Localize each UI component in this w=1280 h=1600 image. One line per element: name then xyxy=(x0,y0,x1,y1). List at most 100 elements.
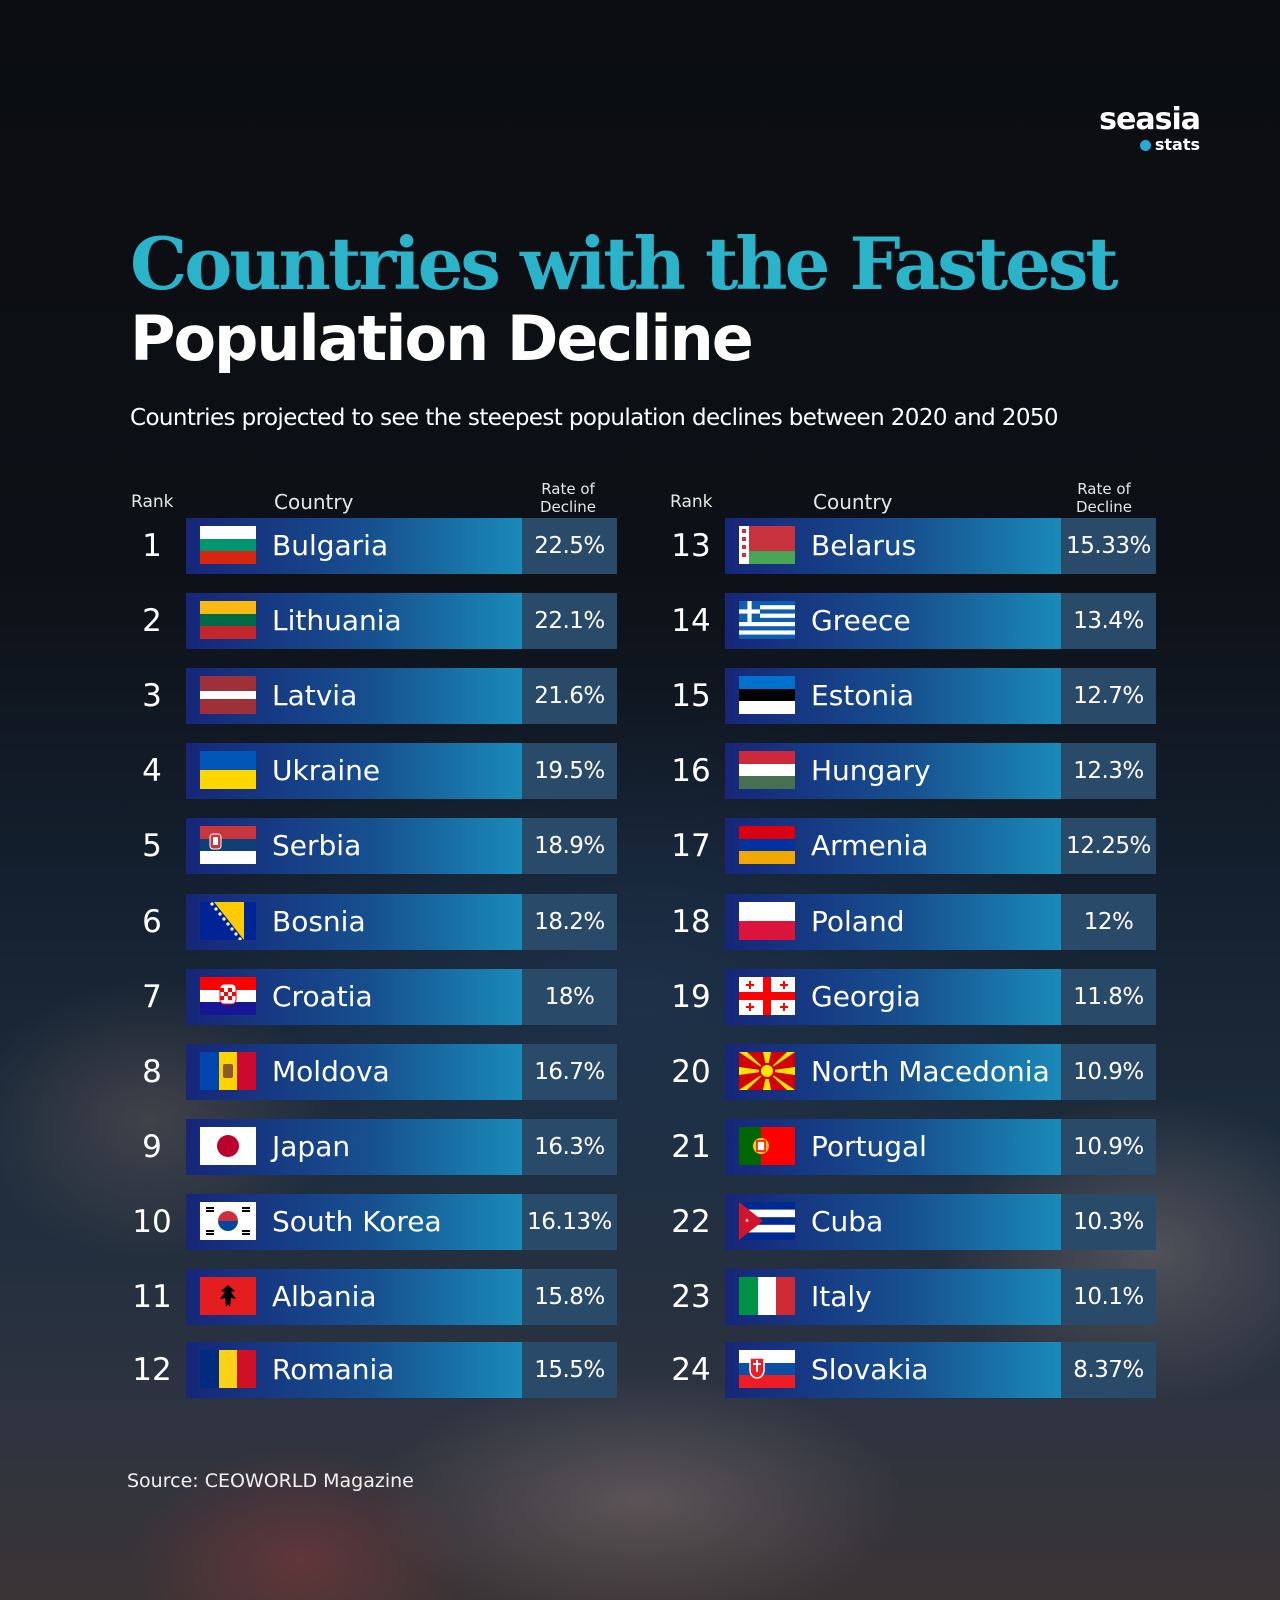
country-name: South Korea xyxy=(272,1205,442,1238)
country-name: Albania xyxy=(272,1280,377,1313)
table-row: 7 Croatia 18% xyxy=(130,969,617,1025)
table-row: 17 Armenia 12.25% xyxy=(669,818,1156,874)
decline-rate: 22.1% xyxy=(522,593,617,649)
country-bar: Belarus xyxy=(725,518,1061,574)
title-line-1: Countries with the Fastest xyxy=(130,221,1119,306)
country-bar: Armenia xyxy=(725,818,1061,874)
decline-rate: 16.13% xyxy=(522,1194,617,1250)
country-name: Ukraine xyxy=(272,754,381,787)
japan-flag-icon xyxy=(200,1127,256,1165)
table-row: 16 Hungary 12.3% xyxy=(669,743,1156,799)
brand-dot-icon xyxy=(1139,140,1151,151)
table-row: 5 Serbia 18.9% xyxy=(130,818,617,874)
table-row: 2 Lithuania 22.1% xyxy=(130,593,617,649)
decline-rate: 18% xyxy=(522,969,617,1025)
rank-number: 1 xyxy=(142,528,162,564)
header-rank-left: Rank xyxy=(131,492,174,512)
header-rate-right: Rate of Decline xyxy=(1054,480,1154,516)
decline-rate: 12% xyxy=(1061,894,1156,950)
rank-number: 2 xyxy=(142,603,162,639)
belarus-flag-icon xyxy=(739,526,795,564)
country-name: Greece xyxy=(811,604,911,637)
rank-number: 14 xyxy=(671,603,711,639)
table-row: 13 Belarus 15.33% xyxy=(669,518,1156,574)
source-note: Source: CEOWORLD Magazine xyxy=(127,1470,414,1492)
country-bar: Italy xyxy=(725,1269,1061,1325)
table-row: 14 Greece 13.4% xyxy=(669,593,1156,649)
decline-rate: 10.1% xyxy=(1061,1269,1156,1325)
rank-number: 18 xyxy=(671,904,711,940)
rank-number: 23 xyxy=(671,1279,711,1315)
country-bar: Cuba xyxy=(725,1194,1061,1250)
rank-number: 7 xyxy=(142,979,162,1015)
country-bar: South Korea xyxy=(186,1194,522,1250)
decline-rate: 12.7% xyxy=(1061,668,1156,724)
decline-rate: 18.9% xyxy=(522,818,617,874)
country-bar: Bulgaria xyxy=(186,518,522,574)
country-name: Bosnia xyxy=(272,905,366,938)
table-row: 19 Georgia 11.8% xyxy=(669,969,1156,1025)
header-rank-right: Rank xyxy=(670,492,713,512)
rank-number: 22 xyxy=(671,1204,711,1240)
decline-rate: 21.6% xyxy=(522,668,617,724)
rank-number: 10 xyxy=(132,1204,172,1240)
table-row: 3 Latvia 21.6% xyxy=(130,668,617,724)
country-bar: Romania xyxy=(186,1342,522,1398)
table-row: 10 South Korea 16.13% xyxy=(130,1194,617,1250)
lithuania-flag-icon xyxy=(200,601,256,639)
country-bar: Georgia xyxy=(725,969,1061,1025)
country-name: Portugal xyxy=(811,1130,927,1163)
table-row: 24 Slovakia 8.37% xyxy=(669,1342,1156,1398)
rank-number: 9 xyxy=(142,1129,162,1165)
italy-flag-icon xyxy=(739,1277,795,1315)
country-bar: Portugal xyxy=(725,1119,1061,1175)
rank-number: 19 xyxy=(671,979,711,1015)
country-bar: Croatia xyxy=(186,969,522,1025)
rank-number: 8 xyxy=(142,1054,162,1090)
country-name: Slovakia xyxy=(811,1353,929,1386)
table-row: 6 Bosnia 18.2% xyxy=(130,894,617,950)
country-bar: Bosnia xyxy=(186,894,522,950)
rank-number: 13 xyxy=(671,528,711,564)
country-bar: Estonia xyxy=(725,668,1061,724)
table-row: 8 Moldova 16.7% xyxy=(130,1044,617,1100)
hungary-flag-icon xyxy=(739,751,795,789)
south-korea-flag-icon xyxy=(200,1202,256,1240)
brand-sub: stats xyxy=(1060,136,1200,154)
country-name: North Macedonia xyxy=(811,1055,1050,1088)
header-country-left: Country xyxy=(274,490,354,514)
country-bar: Hungary xyxy=(725,743,1061,799)
slovakia-flag-icon xyxy=(739,1350,795,1388)
country-bar: Slovakia xyxy=(725,1342,1061,1398)
decline-rate: 18.2% xyxy=(522,894,617,950)
country-bar: Greece xyxy=(725,593,1061,649)
bosnia-flag-icon xyxy=(200,902,256,940)
georgia-flag-icon xyxy=(739,977,795,1015)
decline-rate: 15.5% xyxy=(522,1342,617,1398)
decline-rate: 11.8% xyxy=(1061,969,1156,1025)
header-country-right: Country xyxy=(813,490,893,514)
country-bar: Latvia xyxy=(186,668,522,724)
brand-name: seasia xyxy=(1099,102,1201,137)
decline-rate: 10.9% xyxy=(1061,1044,1156,1100)
decline-rate: 13.4% xyxy=(1061,593,1156,649)
header-rate-line2: Decline xyxy=(539,498,597,516)
rank-number: 6 xyxy=(142,904,162,940)
latvia-flag-icon xyxy=(200,676,256,714)
title-line-2: Population Decline xyxy=(130,302,754,375)
country-name: Estonia xyxy=(811,679,915,712)
decline-rate: 10.9% xyxy=(1061,1119,1156,1175)
country-name: Croatia xyxy=(272,980,373,1013)
country-name: Lithuania xyxy=(272,604,402,637)
table-row: 11 Albania 15.8% xyxy=(130,1269,617,1325)
brand-logo: seasia stats xyxy=(1060,102,1201,154)
rank-number: 15 xyxy=(671,678,711,714)
header-rate-line1: Rate of xyxy=(1077,480,1131,498)
country-name: Georgia xyxy=(811,980,921,1013)
country-name: Italy xyxy=(811,1280,872,1313)
decline-rate: 15.33% xyxy=(1061,518,1156,574)
bulgaria-flag-icon xyxy=(200,526,256,564)
decline-rate: 12.3% xyxy=(1061,743,1156,799)
table-row: 20 North Macedonia 10.9% xyxy=(669,1044,1156,1100)
country-name: Moldova xyxy=(272,1055,390,1088)
